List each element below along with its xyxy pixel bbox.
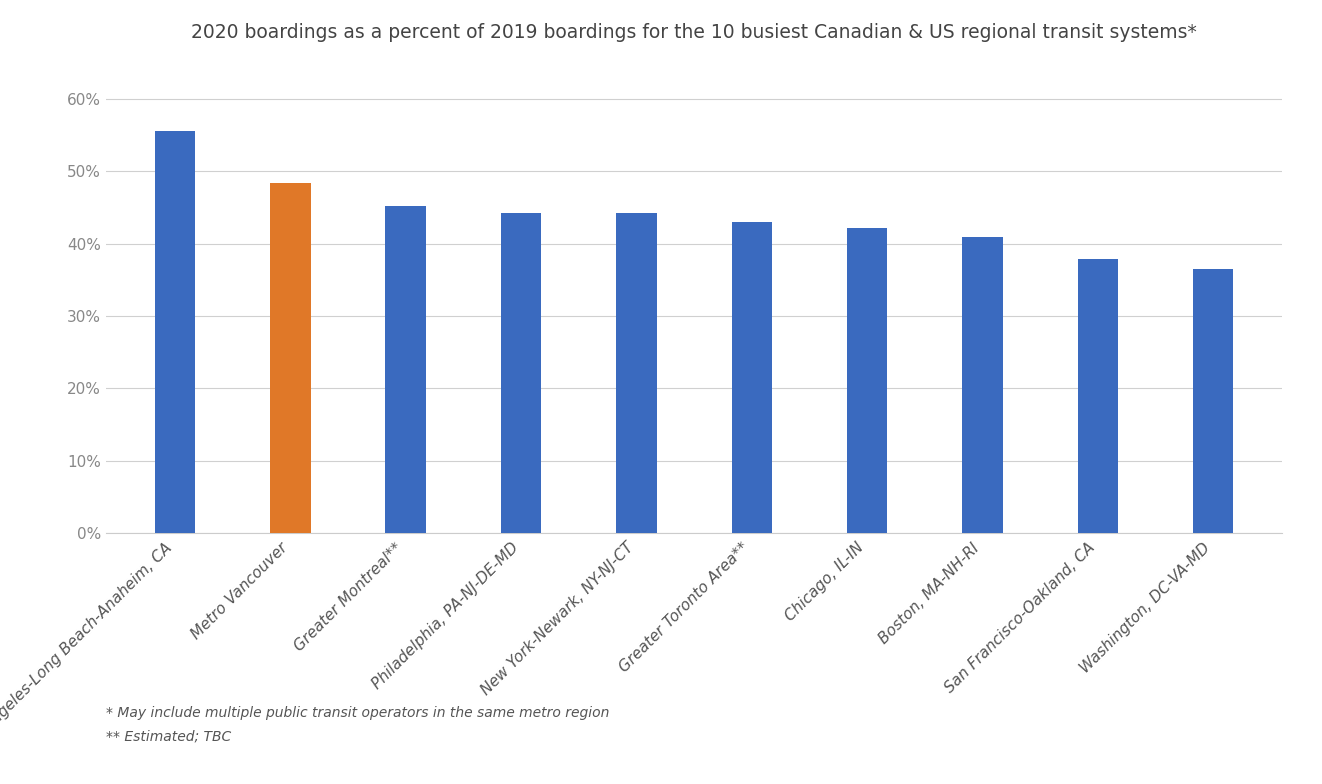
Bar (1077, 259, 1118, 533)
Bar (1192, 269, 1233, 533)
Bar (155, 132, 196, 533)
Text: ** Estimated; TBC: ** Estimated; TBC (106, 730, 231, 744)
Title: 2020 boardings as a percent of 2019 boardings for the 10 busiest Canadian & US r: 2020 boardings as a percent of 2019 boar… (192, 23, 1196, 42)
Bar (616, 212, 657, 533)
Bar (962, 237, 1002, 533)
Bar (847, 228, 887, 533)
Bar (386, 206, 426, 533)
Bar (731, 222, 772, 533)
Bar (270, 183, 311, 533)
Bar (501, 212, 541, 533)
Text: * May include multiple public transit operators in the same metro region: * May include multiple public transit op… (106, 706, 609, 720)
